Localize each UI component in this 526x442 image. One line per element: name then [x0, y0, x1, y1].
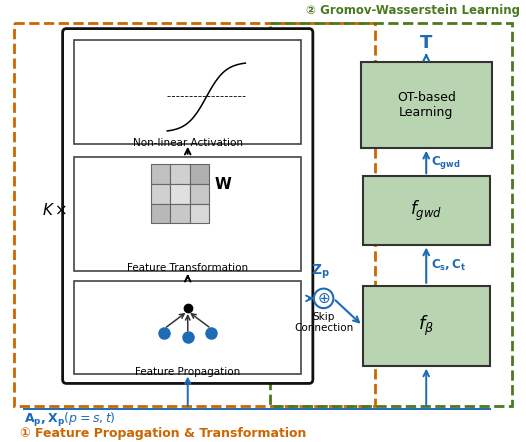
- Text: Non-linear Activation: Non-linear Activation: [133, 138, 242, 148]
- Text: Skip: Skip: [312, 312, 335, 322]
- Bar: [190, 204, 209, 223]
- Circle shape: [314, 289, 333, 308]
- Text: OT-based
Learning: OT-based Learning: [397, 91, 456, 119]
- Bar: [170, 184, 190, 204]
- Text: $\mathbf{A_p, X_p}(p=s,t)$: $\mathbf{A_p, X_p}(p=s,t)$: [24, 411, 115, 429]
- Text: $K\times$: $K\times$: [42, 202, 68, 218]
- Bar: [190, 164, 209, 184]
- Text: Connection: Connection: [294, 323, 353, 333]
- Text: $\mathbf{Z_p}$: $\mathbf{Z_p}$: [311, 263, 330, 281]
- Bar: [150, 184, 170, 204]
- Text: ② Gromov-Wasserstein Learning: ② Gromov-Wasserstein Learning: [306, 4, 520, 17]
- FancyBboxPatch shape: [361, 62, 492, 148]
- Text: ① Feature Propagation & Transformation: ① Feature Propagation & Transformation: [19, 427, 306, 440]
- Text: $\oplus$: $\oplus$: [317, 291, 330, 306]
- Bar: [150, 204, 170, 223]
- FancyBboxPatch shape: [74, 281, 301, 373]
- Text: $f_{\beta}$: $f_{\beta}$: [418, 314, 434, 338]
- Bar: [170, 164, 190, 184]
- FancyBboxPatch shape: [363, 286, 490, 366]
- FancyBboxPatch shape: [74, 40, 301, 144]
- Text: $\mathbf{C_s, C_t}$: $\mathbf{C_s, C_t}$: [431, 258, 467, 273]
- Text: Feature Transformation: Feature Transformation: [127, 263, 248, 273]
- Text: Feature Propagation: Feature Propagation: [135, 367, 240, 377]
- Text: $\mathbf{W}$: $\mathbf{W}$: [214, 176, 232, 192]
- FancyBboxPatch shape: [63, 29, 313, 383]
- FancyBboxPatch shape: [363, 176, 490, 244]
- FancyBboxPatch shape: [74, 156, 301, 271]
- Bar: [170, 204, 190, 223]
- Text: $\mathbf{C_{gwd}}$: $\mathbf{C_{gwd}}$: [431, 153, 461, 171]
- Bar: [190, 184, 209, 204]
- Text: $f_{gwd}$: $f_{gwd}$: [410, 198, 442, 222]
- Bar: [150, 164, 170, 184]
- Text: $\mathbf{T}$: $\mathbf{T}$: [419, 34, 433, 52]
